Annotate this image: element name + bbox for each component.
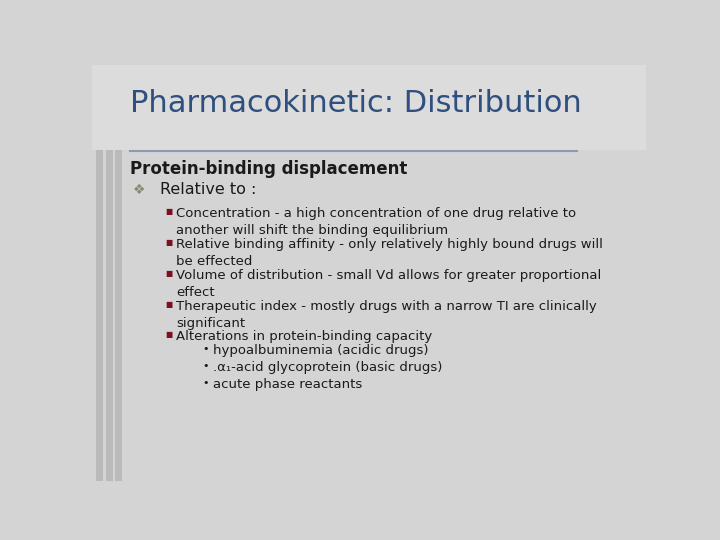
Bar — [115, 65, 122, 481]
Text: ■: ■ — [165, 238, 172, 247]
Bar — [106, 65, 112, 481]
Text: •: • — [202, 361, 209, 372]
Text: ■: ■ — [165, 300, 172, 309]
Text: ■: ■ — [165, 207, 172, 216]
Text: Relative binding affinity - only relatively highly bound drugs will
be effected: Relative binding affinity - only relativ… — [176, 238, 603, 268]
Text: •: • — [202, 378, 209, 388]
Text: acute phase reactants: acute phase reactants — [213, 378, 363, 391]
Text: Therapeutic index - mostly drugs with a narrow TI are clinically
significant: Therapeutic index - mostly drugs with a … — [176, 300, 598, 329]
Text: ■: ■ — [165, 269, 172, 278]
Text: Protein-binding displacement: Protein-binding displacement — [130, 160, 408, 178]
Text: Relative to :: Relative to : — [160, 182, 256, 197]
Text: Alterations in protein-binding capacity: Alterations in protein-binding capacity — [176, 330, 433, 343]
Bar — [96, 65, 104, 481]
Text: hypoalbuminemia (acidic drugs): hypoalbuminemia (acidic drugs) — [213, 345, 429, 357]
Text: .α₁-acid glycoprotein (basic drugs): .α₁-acid glycoprotein (basic drugs) — [213, 361, 443, 374]
Text: Concentration - a high concentration of one drug relative to
another will shift : Concentration - a high concentration of … — [176, 207, 577, 237]
Text: •: • — [202, 345, 209, 354]
Text: Volume of distribution - small Vd allows for greater proportional
effect: Volume of distribution - small Vd allows… — [176, 269, 602, 299]
Text: ❖: ❖ — [133, 183, 145, 197]
Bar — [92, 65, 647, 150]
Text: Pharmacokinetic: Distribution: Pharmacokinetic: Distribution — [130, 89, 582, 118]
Text: ■: ■ — [165, 330, 172, 340]
